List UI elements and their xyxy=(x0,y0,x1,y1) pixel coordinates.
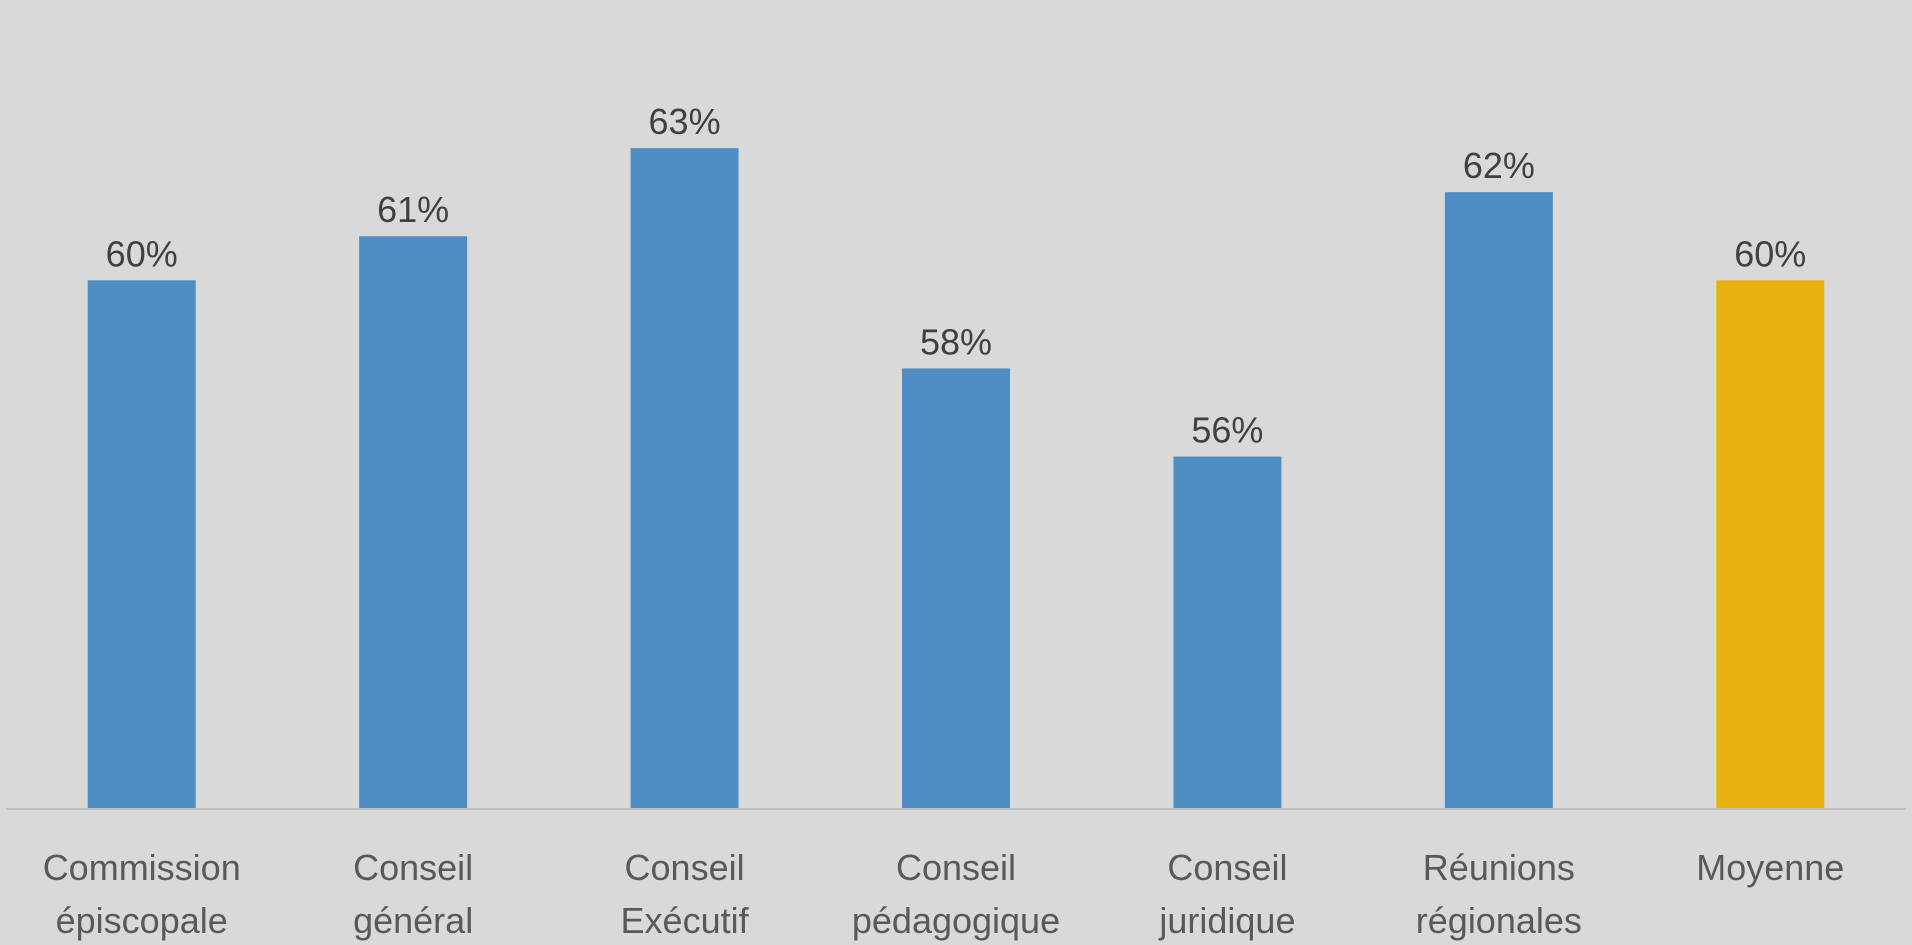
category-label-2-line-1: Exécutif xyxy=(621,900,750,941)
category-label-0-line-0: Commission xyxy=(43,847,241,888)
data-label-3: 58% xyxy=(920,321,992,362)
bar-2 xyxy=(630,148,739,809)
data-label-0: 60% xyxy=(106,233,178,274)
data-label-5: 62% xyxy=(1463,145,1535,186)
category-label-5-line-1: régionales xyxy=(1416,900,1582,941)
category-label-1-line-1: général xyxy=(353,900,473,941)
bar-1 xyxy=(359,236,468,809)
bar-4 xyxy=(1173,456,1282,809)
category-label-5: Réunions régionales xyxy=(1416,847,1582,941)
category-label-3-line-0: Conseil xyxy=(896,847,1016,888)
bar-0 xyxy=(87,280,196,809)
bar-5 xyxy=(1444,192,1553,810)
category-label-3-line-1: pédagogique xyxy=(852,900,1060,941)
category-label-1-line-0: Conseil xyxy=(353,847,473,888)
category-label-1: Conseil général xyxy=(353,847,473,941)
bars-group xyxy=(87,148,1825,810)
data-label-4: 56% xyxy=(1191,410,1263,451)
bar-6 xyxy=(1716,280,1825,809)
category-label-0-line-1: épiscopale xyxy=(56,900,228,941)
category-label-4: Conseil juridique xyxy=(1158,847,1295,941)
category-label-6: Moyenne xyxy=(1696,847,1844,888)
data-label-2: 63% xyxy=(649,101,721,142)
category-label-2-line-0: Conseil xyxy=(625,847,745,888)
category-label-5-line-0: Réunions xyxy=(1423,847,1575,888)
category-label-2: Conseil Exécutif xyxy=(621,847,750,941)
category-label-4-line-1: juridique xyxy=(1158,900,1295,941)
category-label-3: Conseil pédagogique xyxy=(852,847,1060,941)
data-label-6: 60% xyxy=(1734,233,1806,274)
data-label-1: 61% xyxy=(377,189,449,230)
category-label-4-line-0: Conseil xyxy=(1167,847,1287,888)
category-label-6-line-0: Moyenne xyxy=(1696,847,1844,888)
bar-3 xyxy=(902,368,1010,809)
value-labels-group: 60% 61% 63% 58% 56% 62% 60% xyxy=(106,101,1807,450)
category-label-0: Commission épiscopale xyxy=(43,847,241,941)
